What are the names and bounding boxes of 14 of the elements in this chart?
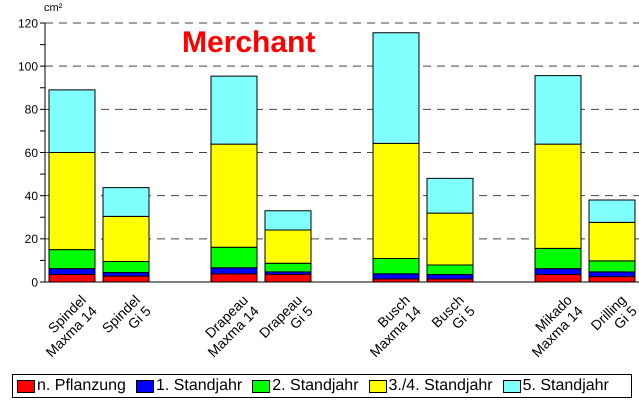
legend-label: 1. Standjahr: [154, 376, 242, 396]
legend-label: 5. Standjahr: [522, 376, 609, 396]
y-tick-label: 60: [24, 146, 38, 160]
legend-label: 2. Standjahr: [271, 376, 359, 396]
y-tick-label: 20: [24, 232, 38, 246]
y-axis-title: cm²: [44, 2, 62, 14]
y-tick-label: 80: [24, 102, 38, 117]
y-tick-label: 120: [18, 16, 38, 30]
y-tick-label: 40: [24, 188, 38, 203]
annotation: Merchant: [182, 26, 316, 60]
legend-label: n. Pflanzung: [36, 376, 126, 396]
y-tick-label: 100: [18, 59, 38, 74]
legend-label: 3./4. Standjahr: [388, 376, 493, 396]
y-tick-label: 0: [31, 275, 38, 290]
